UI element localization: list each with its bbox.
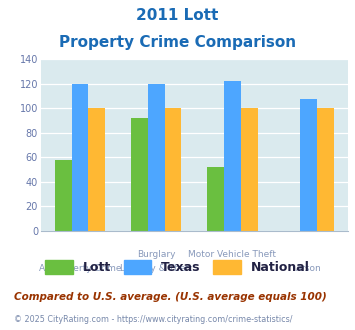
- Bar: [131, 118, 148, 231]
- Bar: [165, 109, 181, 231]
- Bar: [300, 99, 317, 231]
- Text: Burglary: Burglary: [137, 250, 175, 259]
- Bar: [241, 109, 258, 231]
- Legend: Lott, Texas, National: Lott, Texas, National: [40, 255, 315, 280]
- Bar: [148, 84, 165, 231]
- Text: Compared to U.S. average. (U.S. average equals 100): Compared to U.S. average. (U.S. average …: [14, 292, 327, 302]
- Text: 2011 Lott: 2011 Lott: [136, 8, 219, 23]
- Bar: [317, 109, 334, 231]
- Text: © 2025 CityRating.com - https://www.cityrating.com/crime-statistics/: © 2025 CityRating.com - https://www.city…: [14, 315, 293, 324]
- Text: Property Crime Comparison: Property Crime Comparison: [59, 35, 296, 50]
- Text: All Property Crime: All Property Crime: [39, 264, 121, 273]
- Bar: [88, 109, 105, 231]
- Text: Motor Vehicle Theft: Motor Vehicle Theft: [189, 250, 277, 259]
- Bar: [55, 160, 72, 231]
- Bar: [72, 84, 88, 231]
- Bar: [207, 167, 224, 231]
- Text: Larceny & Theft: Larceny & Theft: [120, 264, 192, 273]
- Text: Arson: Arson: [296, 264, 322, 273]
- Bar: [224, 82, 241, 231]
